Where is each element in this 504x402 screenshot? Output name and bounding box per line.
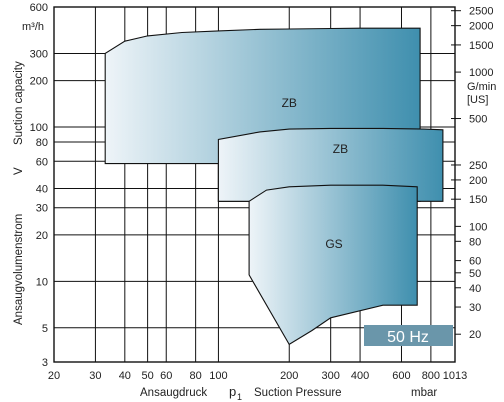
x-tick-label: 800 [422, 370, 440, 382]
x-axis-symbol-subscript: 1 [237, 392, 242, 402]
y2-axis-unit-line1: G/min [467, 81, 496, 93]
y-axis-title-de: Ansaugvolumenstrom [13, 214, 25, 325]
frequency-badge: 50 Hz [364, 325, 453, 346]
x-axis-title-de: Ansaugdruck [140, 387, 207, 399]
y2-tick-label: 80 [469, 236, 481, 248]
frequency-badge-bg [364, 325, 453, 346]
y2-tick-label: 40 [469, 283, 481, 295]
plot-frame [53, 6, 456, 363]
x-tick-label: 20 [48, 370, 60, 382]
y-tick-label: 200 [30, 76, 48, 88]
x-tick-label: 50 [141, 370, 153, 382]
x-tick-label: 300 [321, 370, 339, 382]
y-tick-label: 10 [36, 276, 48, 288]
x-tick-label: 80 [190, 370, 202, 382]
y2-tick-label: 30 [469, 302, 481, 314]
x-tick-label: 30 [89, 370, 101, 382]
y-axis-title-en: Suction capacity [13, 61, 25, 145]
x-axis-title-en: Suction Pressure [254, 387, 342, 399]
y-tick-label: 100 [30, 122, 48, 134]
y2-tick-label: 150 [469, 194, 487, 206]
y2-tick-label: 50 [469, 268, 481, 280]
tick-label-layer: 20 30 40 50 60 80 100 200 300 400 600 800 1013600300… [30, 2, 494, 382]
x-axis-symbol: p [229, 384, 236, 399]
frequency-badge-label: 50 Hz [387, 329, 429, 346]
y-tick-label: 80 [36, 137, 48, 149]
y-tick-label: 60 [36, 156, 48, 168]
y-tick-label: 300 [30, 48, 48, 60]
x-tick-label: 100 [209, 370, 227, 382]
x-tick-label: 200 [280, 370, 298, 382]
region-zb [217, 127, 444, 202]
y2-tick-label: 2500 [469, 6, 493, 18]
y-tick-label: 3 [42, 357, 48, 369]
region-label: ZB [282, 96, 297, 110]
y2-tick-label: 200 [469, 175, 487, 187]
y2-tick-label: 60 [469, 256, 481, 268]
y2-tick-label: 2000 [469, 21, 493, 33]
y-axis-unit: m³/h [22, 21, 44, 33]
y2-tick-label: 1500 [469, 40, 493, 52]
y-axis-symbol: V [13, 167, 25, 175]
region-label: GS [325, 237, 342, 251]
y-tick-label: 30 [36, 203, 48, 215]
y2-axis-unit-line2: [US] [467, 94, 488, 106]
x-tick-label: 40 [119, 370, 131, 382]
y-tick-label: 600 [30, 2, 48, 14]
x-tick-label: 400 [351, 370, 369, 382]
y2-tick-label: 100 [469, 221, 487, 233]
y-tick-label: 40 [36, 183, 48, 195]
y2-tick-label: 1000 [469, 67, 493, 79]
y2-tick-label: 500 [469, 114, 487, 126]
y-tick-label: 20 [36, 230, 48, 242]
x-tick-label: 600 [392, 370, 410, 382]
region-label-layer: ZB ZB GS [282, 96, 349, 251]
region-label: ZB [333, 142, 348, 156]
x-axis-unit: mbar [411, 387, 437, 399]
y2-tick-label: 20 [469, 329, 481, 341]
region-gs [248, 184, 418, 346]
y-tick-label: 5 [42, 323, 48, 335]
x-tick-label: 1013 [443, 370, 467, 382]
x-tick-label: 60 [160, 370, 172, 382]
y2-tick-label: 250 [469, 160, 487, 172]
region-layer [104, 27, 444, 346]
